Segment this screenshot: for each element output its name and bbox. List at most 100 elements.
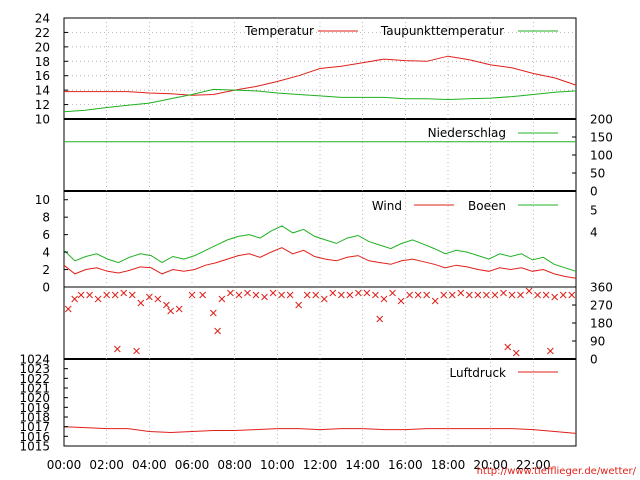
y-tick-label: 1023 <box>19 362 50 376</box>
direction-point <box>137 299 145 307</box>
direction-point <box>218 295 226 303</box>
series-line-boeen <box>63 225 577 272</box>
direction-point <box>500 289 507 297</box>
x-tick-label: 22:00 <box>516 458 551 472</box>
y-tick-label: 10 <box>35 113 50 127</box>
y-tick-label: 14 <box>35 84 50 98</box>
direction-point-stroke <box>465 291 473 299</box>
direction-point <box>244 289 251 297</box>
direction-point <box>431 297 439 305</box>
direction-point-stroke <box>512 349 520 357</box>
direction-point <box>188 291 196 299</box>
x-tick-label: 10:00 <box>260 458 295 472</box>
direction-point <box>312 291 320 299</box>
direction-point <box>133 347 140 355</box>
y-tick-label: 270 <box>590 299 613 313</box>
direction-point-stroke <box>137 299 145 307</box>
direction-point-stroke <box>508 291 516 299</box>
x-tick-label: 04:00 <box>132 458 167 472</box>
direction-point <box>77 291 85 299</box>
direction-point-stroke <box>227 289 234 297</box>
direction-point-stroke <box>175 305 183 313</box>
y-tick-label: 6 <box>42 228 50 242</box>
direction-point-stroke <box>346 291 354 299</box>
direction-point <box>423 291 431 299</box>
direction-point-stroke <box>269 289 277 297</box>
direction-point-stroke <box>355 289 362 297</box>
direction-point <box>517 291 524 299</box>
direction-point <box>355 289 362 297</box>
direction-point-stroke <box>372 291 379 299</box>
direction-point-stroke <box>113 345 121 353</box>
direction-point-stroke <box>534 291 541 299</box>
direction-point-stroke <box>389 289 396 297</box>
x-tick-label: 00:00 <box>47 458 82 472</box>
y-tick-label: 1024 <box>19 353 50 367</box>
direction-point <box>120 289 128 297</box>
y-tick-label: 16 <box>35 69 50 83</box>
series-line-temperatur <box>64 55 577 96</box>
y-tick-label: 1022 <box>19 372 50 386</box>
y-tick-label: 8 <box>42 211 50 225</box>
direction-point-stroke <box>133 347 140 355</box>
direction-point <box>534 291 541 299</box>
series-line-wind <box>63 247 577 279</box>
direction-point <box>542 291 550 299</box>
y2-tick-label: 4 <box>590 226 598 240</box>
legend-label-boeen: Boeen <box>468 199 506 213</box>
direction-point <box>337 291 345 299</box>
direction-point-stroke <box>504 343 512 351</box>
direction-point-stroke <box>363 289 371 297</box>
x-tick-label: 06:00 <box>175 458 210 472</box>
y-tick-label: 1019 <box>19 401 50 415</box>
direction-point-stroke <box>218 295 226 303</box>
direction-point-stroke <box>406 291 413 299</box>
direction-point <box>113 345 121 353</box>
direction-point <box>376 315 384 323</box>
x-tick-label: 12:00 <box>303 458 338 472</box>
y-tick-label: 100 <box>590 149 613 163</box>
direction-point-stroke <box>163 301 170 309</box>
direction-point <box>508 291 516 299</box>
legend-label-wind: Wind <box>372 199 402 213</box>
direction-point-stroke <box>542 291 550 299</box>
direction-point-stroke <box>235 291 243 299</box>
direction-point <box>389 289 396 297</box>
direction-point-stroke <box>329 289 337 297</box>
direction-point-stroke <box>517 291 524 299</box>
legend-label-niederschlag: Niederschlag <box>428 126 506 140</box>
y-tick-label: 1016 <box>19 430 50 444</box>
direction-point-stroke <box>261 293 268 301</box>
y-tick-label: 0 <box>42 281 50 295</box>
direction-point-stroke <box>94 295 102 303</box>
y-tick-label: 0 <box>590 353 598 367</box>
series-line-taupunkttemperatur <box>63 88 577 113</box>
y-tick-label: 1017 <box>19 420 50 434</box>
direction-point-stroke <box>128 291 136 299</box>
direction-point-stroke <box>525 287 533 295</box>
direction-point-stroke <box>414 291 422 299</box>
direction-point <box>71 295 79 303</box>
direction-point <box>199 291 207 299</box>
direction-point <box>397 297 405 305</box>
credit-link[interactable]: http://www.tiefflieger.de/wetter/ <box>477 466 637 477</box>
direction-point <box>483 291 490 299</box>
direction-point-stroke <box>320 295 328 303</box>
direction-point-stroke <box>167 307 175 315</box>
direction-point-stroke <box>337 291 345 299</box>
direction-point-stroke <box>188 291 196 299</box>
direction-point <box>525 287 533 295</box>
direction-point <box>440 291 448 299</box>
y-tick-label: 18 <box>35 55 50 69</box>
y-tick-label: 1021 <box>19 382 50 396</box>
direction-point <box>363 289 371 297</box>
y-tick-label: 1020 <box>19 391 50 405</box>
direction-point <box>320 295 328 303</box>
direction-point <box>209 309 217 317</box>
y-tick-label: 1015 <box>19 440 50 454</box>
y-tick-label: 12 <box>35 98 50 112</box>
direction-point <box>252 291 260 299</box>
series-line-luftdruck <box>63 426 577 434</box>
direction-point <box>227 289 234 297</box>
